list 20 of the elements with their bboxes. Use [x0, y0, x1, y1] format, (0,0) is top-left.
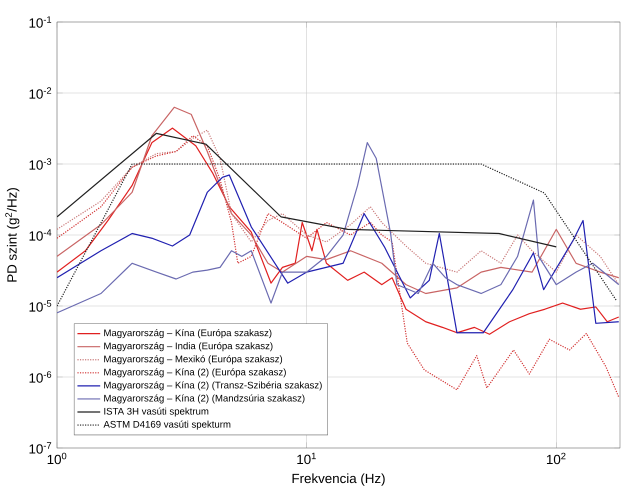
legend-label: Magyarország – Mexikó (Európa szakasz) [104, 355, 282, 364]
x-axis-title: Frekvencia (Hz) [292, 473, 385, 486]
y-tick-label: 10$^{-5}$ [30, 300, 52, 312]
y-tick-label: 10$^{-6}$ [30, 371, 52, 383]
legend-label: Magyarország – Kína (2) (Transz-Szibéria szakasz) [104, 381, 322, 390]
x-tick-label: 10$^{0}$ [48, 452, 66, 464]
y-tick-label: 10$^{-7}$ [30, 442, 52, 454]
legend-label: Magyarország – Kína (2) (Európa szakasz) [104, 368, 286, 378]
legend-label: Magyarország – Kína (Európa szakasz) [104, 329, 272, 338]
legend-label: ASTM D4169 vasúti spekturm [103, 420, 230, 430]
y-tick-label: 10$^{-2}$ [30, 87, 52, 99]
y-tick-label: 10$^{-3}$ [30, 158, 52, 170]
y-tick-label: 10$^{-4}$ [30, 229, 52, 241]
x-tick-label: 10$^{2}$ [546, 452, 566, 464]
x-tick-label: 10$^{1}$ [297, 452, 316, 464]
legend-label: Magyarország – Kína (2) (Mandzsúria szakasz) [104, 394, 304, 404]
y-axis-title: PD szint (g$^{2}$/Hz) [5, 188, 20, 282]
legend-label: ISTA 3H vasúti spektrum [104, 407, 208, 417]
legend-label: Magyarország – India (Európa szakasz) [104, 342, 272, 352]
y-tick-label: 10$^{-1}$ [30, 16, 52, 28]
